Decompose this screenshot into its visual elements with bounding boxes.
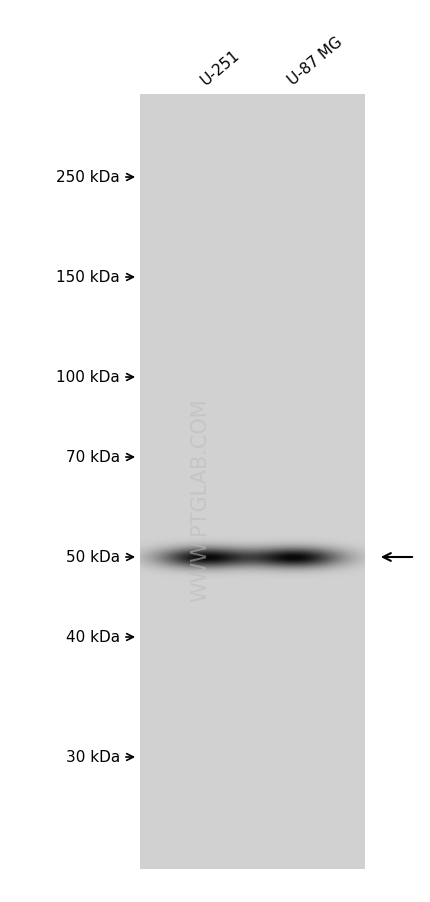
- Text: 250 kDa: 250 kDa: [56, 170, 120, 185]
- Text: 70 kDa: 70 kDa: [66, 450, 120, 465]
- Text: 150 kDa: 150 kDa: [56, 271, 120, 285]
- Text: 40 kDa: 40 kDa: [66, 630, 120, 645]
- Bar: [140, 95, 365, 869]
- Text: 30 kDa: 30 kDa: [66, 750, 120, 765]
- Text: 50 kDa: 50 kDa: [66, 550, 120, 565]
- Text: 100 kDa: 100 kDa: [56, 370, 120, 385]
- Text: U-87 MG: U-87 MG: [286, 34, 345, 87]
- Text: U-251: U-251: [198, 47, 243, 87]
- Text: WWW.PTGLAB.COM: WWW.PTGLAB.COM: [190, 398, 210, 601]
